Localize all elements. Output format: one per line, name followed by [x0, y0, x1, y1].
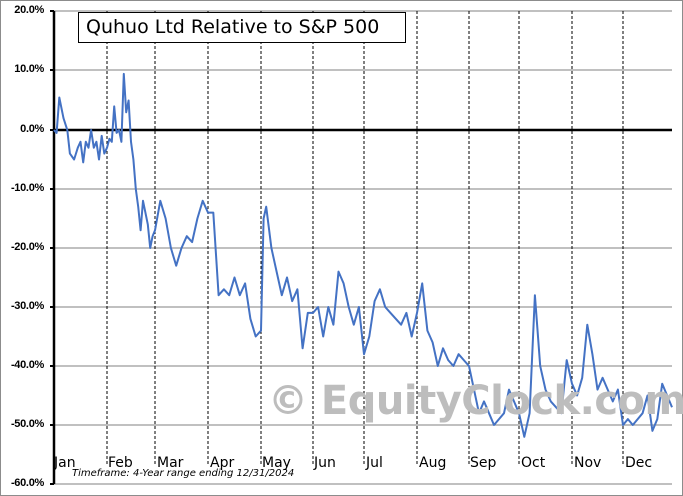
- y-tick-label: -10.0%: [10, 182, 44, 194]
- month-label: Jun: [314, 455, 336, 471]
- series-line: [53, 72, 673, 438]
- y-tick-label: -30.0%: [10, 300, 44, 312]
- timeframe-footnote: Timeframe: 4-Year range ending 12/31/202…: [72, 468, 295, 479]
- y-tick-label: 0.0%: [20, 123, 44, 135]
- month-label: Dec: [625, 455, 653, 471]
- chart-title: Quhuo Ltd Relative to S&P 500: [86, 16, 380, 38]
- y-tick-label: -50.0%: [10, 418, 44, 430]
- month-label: Oct: [521, 455, 546, 471]
- month-label: Sep: [470, 455, 497, 471]
- month-label: Nov: [574, 455, 602, 471]
- month-label: Feb: [108, 455, 133, 471]
- y-tick-label: -40.0%: [10, 359, 44, 371]
- month-label: Aug: [419, 455, 447, 471]
- month-label: May: [262, 455, 291, 471]
- month-label: Jul: [366, 455, 383, 471]
- title-box: [78, 12, 406, 43]
- y-tick-label: -20.0%: [10, 241, 44, 253]
- y-tick-label: 20.0%: [14, 4, 44, 16]
- y-tick-label: 10.0%: [14, 63, 44, 75]
- y-tick-label: -60.0%: [10, 477, 44, 489]
- month-label: Mar: [157, 455, 184, 471]
- month-label: Apr: [210, 455, 235, 471]
- month-label: Jan: [54, 455, 76, 471]
- watermark: © EquityClock.com: [268, 378, 683, 424]
